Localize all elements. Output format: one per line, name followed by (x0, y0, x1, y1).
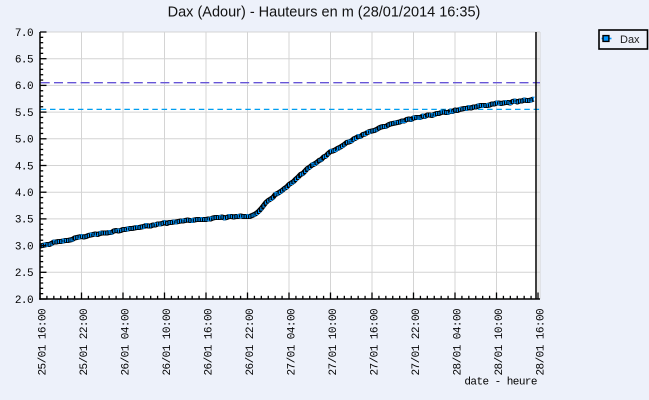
svg-text:7.0: 7.0 (15, 28, 33, 40)
svg-text:2.5: 2.5 (15, 268, 33, 280)
svg-text:4.5: 4.5 (15, 161, 33, 173)
svg-text:28/01 10:00: 28/01 10:00 (494, 309, 506, 376)
svg-text:Dax (Adour) - Hauteurs en m (2: Dax (Adour) - Hauteurs en m (28/01/2014 … (168, 5, 481, 21)
svg-text:26/01 04:00: 26/01 04:00 (120, 309, 132, 376)
svg-text:4.0: 4.0 (15, 188, 33, 200)
svg-text:25/01 16:00: 25/01 16:00 (37, 309, 49, 376)
svg-text:5.5: 5.5 (15, 108, 33, 120)
svg-text:date - heure: date - heure (464, 377, 537, 389)
svg-text:27/01 16:00: 27/01 16:00 (369, 309, 381, 376)
svg-text:2.0: 2.0 (15, 295, 33, 307)
svg-text:27/01 22:00: 27/01 22:00 (411, 309, 423, 376)
svg-text:3.5: 3.5 (15, 215, 33, 227)
svg-text:27/01 10:00: 27/01 10:00 (328, 309, 340, 376)
svg-text:28/01 16:00: 28/01 16:00 (535, 309, 547, 376)
svg-text:28/01 04:00: 28/01 04:00 (452, 309, 464, 376)
svg-text:Dax: Dax (620, 34, 640, 46)
svg-text:26/01 10:00: 26/01 10:00 (162, 309, 174, 376)
svg-text:26/01 16:00: 26/01 16:00 (203, 309, 215, 376)
svg-text:6.0: 6.0 (15, 81, 33, 93)
svg-text:6.5: 6.5 (15, 55, 33, 67)
svg-text:27/01 04:00: 27/01 04:00 (286, 309, 298, 376)
svg-text:25/01 22:00: 25/01 22:00 (79, 309, 91, 376)
svg-text:3.0: 3.0 (15, 241, 33, 253)
svg-text:5.0: 5.0 (15, 135, 33, 147)
svg-text:26/01 22:00: 26/01 22:00 (245, 309, 257, 376)
